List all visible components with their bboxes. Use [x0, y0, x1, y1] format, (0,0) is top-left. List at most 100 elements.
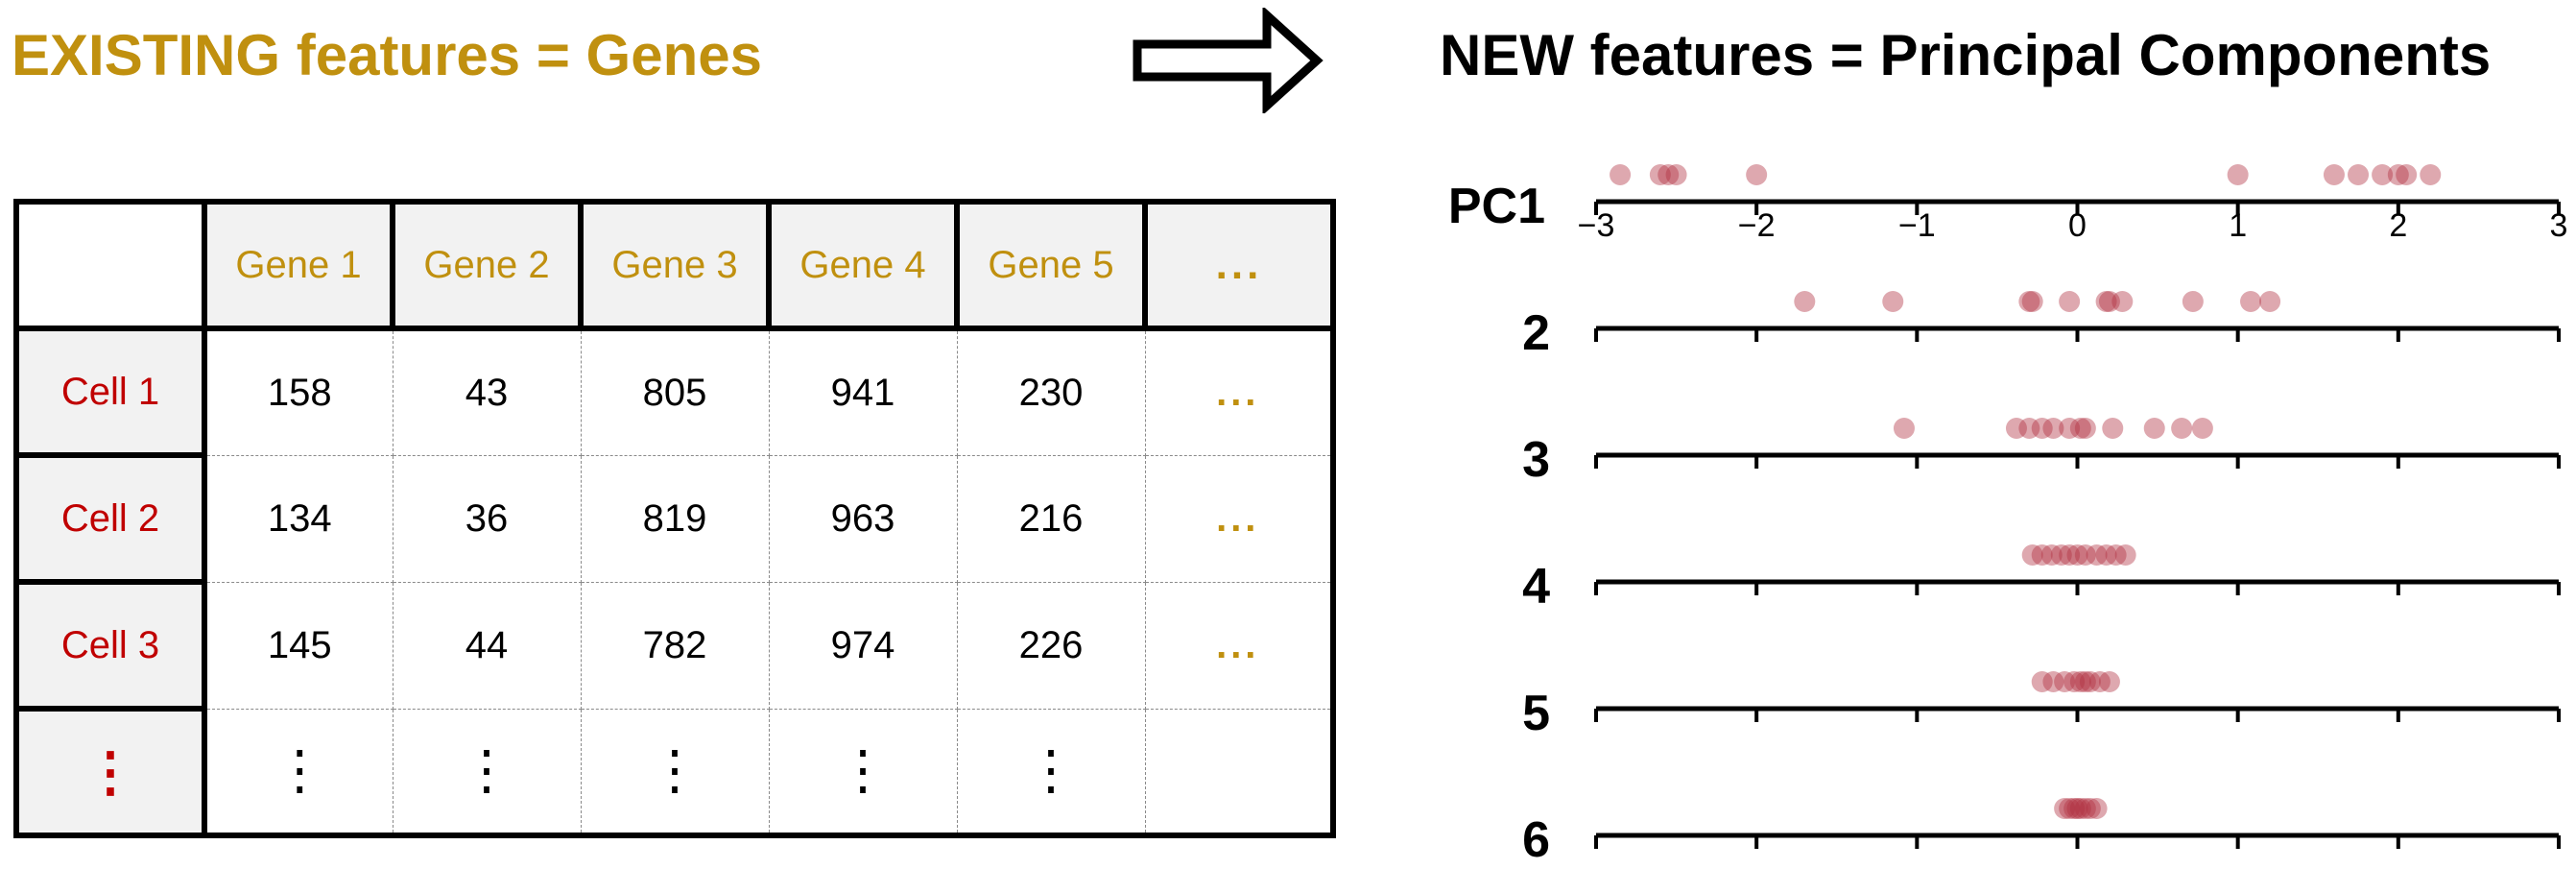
gene-expression-table: Gene 1 Gene 2 Gene 3 Gene 4 Gene 5 ... C… — [13, 199, 1336, 838]
pc-label: 2 — [1522, 305, 1550, 361]
pc-label: 3 — [1522, 432, 1550, 488]
data-point — [2182, 291, 2204, 312]
table-cell: 819 — [580, 454, 770, 583]
data-point — [2348, 164, 2370, 185]
data-point — [2069, 418, 2091, 439]
data-point — [1794, 291, 1816, 312]
pc-label: 4 — [1522, 559, 1550, 615]
column-header-gene-2: Gene 2 — [390, 199, 584, 331]
table-row: Cell 2 134 36 819 963 216 ... — [13, 452, 1336, 585]
data-point — [2040, 544, 2063, 566]
column-header-gene-1: Gene 1 — [202, 199, 395, 331]
table-cell: 230 — [956, 327, 1146, 456]
data-point — [2323, 164, 2345, 185]
principal-components-strip-plot: PC1 −3 −2 −1 0 1 2 3 2 3 4 5 6 — [1448, 164, 2567, 868]
table-cell: ⋮ — [392, 708, 582, 838]
tick-label: −2 — [1738, 207, 1776, 244]
row-label-cell-2: Cell 2 — [13, 452, 207, 585]
data-point — [1610, 164, 1632, 185]
pc-axis-1: PC1 −3 −2 −1 0 1 2 3 — [1448, 164, 2567, 244]
data-point — [1746, 164, 1768, 185]
tick-label: −3 — [1578, 207, 1615, 244]
data-point — [2063, 798, 2086, 819]
data-point — [2066, 544, 2088, 566]
data-point — [2054, 798, 2076, 819]
data-point — [2069, 798, 2091, 819]
data-point — [2088, 671, 2111, 692]
table-cell: 226 — [956, 581, 1146, 710]
table-cell: ⋮ — [580, 708, 770, 838]
data-point — [2074, 544, 2096, 566]
data-point — [2143, 418, 2165, 439]
data-point — [2095, 291, 2117, 312]
data-point — [2074, 418, 2096, 439]
data-point — [2098, 291, 2120, 312]
pc-axis-5: 5 — [1522, 671, 2561, 741]
table-cell: 44 — [392, 581, 582, 710]
data-point — [2031, 671, 2053, 692]
table-cell: 158 — [203, 327, 394, 456]
data-point — [2396, 164, 2418, 185]
row-label-cell-1: Cell 1 — [13, 326, 207, 458]
data-point — [2021, 291, 2043, 312]
table-cell: 36 — [392, 454, 582, 583]
table-corner-cell — [13, 199, 207, 331]
row-label-cell-3: Cell 3 — [13, 579, 207, 712]
table-cell: 974 — [768, 581, 958, 710]
data-point — [2018, 291, 2040, 312]
tick-label: 0 — [2068, 207, 2087, 244]
pc-axis-3: 3 — [1522, 418, 2561, 488]
table-cell: 941 — [768, 327, 958, 456]
data-point — [2240, 291, 2262, 312]
column-header-gene-4: Gene 4 — [766, 199, 960, 331]
data-point — [2420, 164, 2442, 185]
data-point — [2259, 291, 2281, 312]
data-point — [2114, 544, 2136, 566]
data-point — [2059, 291, 2081, 312]
data-point — [2079, 798, 2101, 819]
data-point — [1649, 164, 1671, 185]
table-row: ⋮ ⋮ ⋮ ⋮ ⋮ ⋮ — [13, 706, 1336, 838]
data-point — [2102, 418, 2124, 439]
data-point — [2063, 671, 2086, 692]
new-features-title: NEW features = Principal Components — [1440, 23, 2492, 87]
data-point — [2059, 418, 2081, 439]
table-cell: 145 — [203, 581, 394, 710]
column-header-gene-3: Gene 3 — [578, 199, 772, 331]
data-point — [2105, 544, 2127, 566]
pc-label: PC1 — [1448, 179, 1545, 234]
table-row: Cell 1 158 43 805 941 230 ... — [13, 326, 1336, 458]
data-point — [2086, 544, 2108, 566]
data-point — [2171, 418, 2193, 439]
table-cell: 216 — [956, 454, 1146, 583]
table-cell-more: ... — [1144, 327, 1336, 456]
data-point — [2005, 418, 2027, 439]
data-point — [2031, 418, 2053, 439]
right-arrow-icon — [1133, 8, 1324, 113]
data-point — [2066, 798, 2088, 819]
data-point — [2042, 671, 2064, 692]
data-point — [2059, 798, 2081, 819]
pc-label: 6 — [1522, 812, 1550, 868]
data-point — [2387, 164, 2409, 185]
data-point — [2079, 671, 2101, 692]
existing-features-title: EXISTING features = Genes — [12, 23, 762, 87]
table-cell-more: ... — [1144, 454, 1336, 583]
data-point — [2059, 544, 2081, 566]
pc-axis-4: 4 — [1522, 544, 2561, 615]
table-cell-more — [1144, 708, 1336, 838]
table-cell: ⋮ — [768, 708, 958, 838]
data-point — [2191, 418, 2213, 439]
table-cell: 963 — [768, 454, 958, 583]
data-point — [2111, 291, 2134, 312]
table-cell: 43 — [392, 327, 582, 456]
data-point — [2074, 671, 2096, 692]
data-point — [2042, 418, 2064, 439]
data-point — [1658, 164, 1680, 185]
table-row: Cell 3 145 44 782 974 226 ... — [13, 579, 1336, 712]
data-point — [1882, 291, 1904, 312]
table-cell-more: ... — [1144, 581, 1336, 710]
table-cell: 134 — [203, 454, 394, 583]
table-cell: 782 — [580, 581, 770, 710]
tick-label: 1 — [2229, 207, 2247, 244]
